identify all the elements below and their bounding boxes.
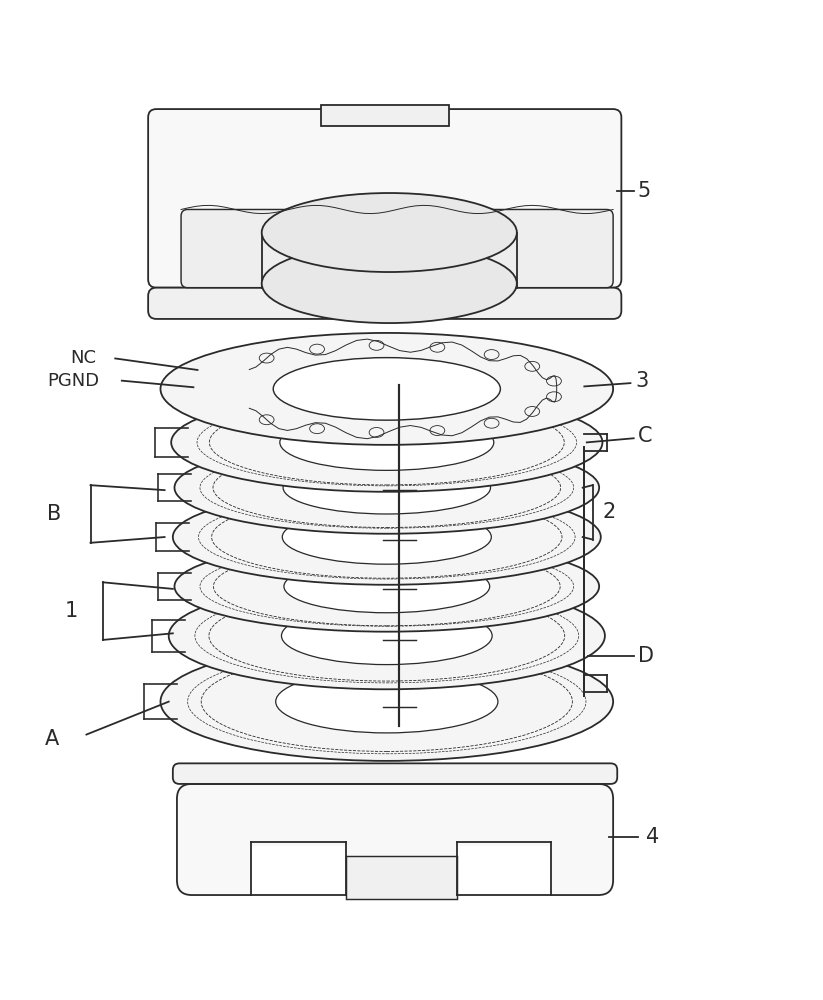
Ellipse shape <box>282 510 491 564</box>
Text: B: B <box>48 504 62 524</box>
Text: 3: 3 <box>635 371 649 391</box>
Text: A: A <box>45 729 59 749</box>
Bar <box>321 105 449 126</box>
Text: D: D <box>638 646 653 666</box>
Text: 4: 4 <box>646 827 659 847</box>
Ellipse shape <box>169 582 605 689</box>
FancyBboxPatch shape <box>173 763 617 784</box>
Text: 5: 5 <box>638 181 651 201</box>
Ellipse shape <box>276 670 498 733</box>
Text: 2: 2 <box>602 502 616 522</box>
Ellipse shape <box>280 414 494 470</box>
Ellipse shape <box>262 193 517 272</box>
Text: C: C <box>638 426 653 446</box>
Bar <box>251 846 346 899</box>
Bar <box>346 856 457 899</box>
Ellipse shape <box>160 642 613 761</box>
Text: NC: NC <box>70 349 96 367</box>
Ellipse shape <box>273 358 500 420</box>
FancyBboxPatch shape <box>148 109 621 288</box>
Ellipse shape <box>284 560 490 613</box>
Bar <box>457 846 551 899</box>
Ellipse shape <box>283 461 491 514</box>
FancyBboxPatch shape <box>148 288 621 319</box>
Text: PGND: PGND <box>48 372 100 390</box>
Ellipse shape <box>262 244 517 323</box>
Ellipse shape <box>174 541 599 632</box>
Ellipse shape <box>160 333 613 445</box>
Text: 1: 1 <box>65 601 78 621</box>
Ellipse shape <box>173 489 601 585</box>
Ellipse shape <box>174 442 599 534</box>
Ellipse shape <box>171 393 602 492</box>
Ellipse shape <box>281 607 492 665</box>
FancyBboxPatch shape <box>177 784 613 895</box>
FancyBboxPatch shape <box>181 209 613 288</box>
